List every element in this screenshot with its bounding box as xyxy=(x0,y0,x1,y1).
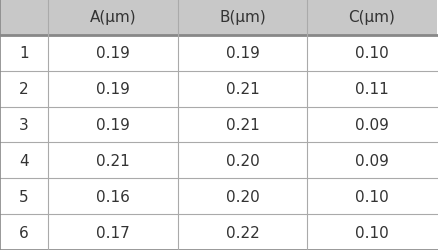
Text: 0.19: 0.19 xyxy=(225,46,259,61)
Bar xyxy=(0,214,48,250)
Text: 0.21: 0.21 xyxy=(225,118,259,132)
Bar xyxy=(177,36,307,72)
Text: 2: 2 xyxy=(19,82,29,97)
Text: 1: 1 xyxy=(19,46,29,61)
Bar xyxy=(177,214,307,250)
Bar xyxy=(48,107,177,143)
Bar xyxy=(0,72,48,107)
Text: 0.10: 0.10 xyxy=(354,46,388,61)
Text: 0.10: 0.10 xyxy=(354,225,388,240)
Bar xyxy=(177,178,307,214)
Text: 5: 5 xyxy=(19,189,29,204)
Text: 0.11: 0.11 xyxy=(354,82,388,97)
Text: 0.10: 0.10 xyxy=(354,189,388,204)
Text: 0.19: 0.19 xyxy=(96,46,130,61)
Bar xyxy=(48,72,177,107)
Bar xyxy=(307,214,436,250)
Text: 0.22: 0.22 xyxy=(225,225,259,240)
Text: 0.21: 0.21 xyxy=(225,82,259,97)
Text: C(μm): C(μm) xyxy=(348,10,395,25)
Bar xyxy=(48,143,177,178)
Bar xyxy=(177,107,307,143)
Bar xyxy=(307,143,436,178)
Bar xyxy=(177,72,307,107)
Bar xyxy=(307,107,436,143)
Bar xyxy=(0,36,48,72)
Text: 0.16: 0.16 xyxy=(96,189,130,204)
Text: 0.19: 0.19 xyxy=(96,82,130,97)
Text: 0.17: 0.17 xyxy=(96,225,130,240)
Text: B(μm): B(μm) xyxy=(219,10,265,25)
Bar xyxy=(48,0,177,36)
Bar xyxy=(307,0,436,36)
Bar xyxy=(48,178,177,214)
Bar xyxy=(0,143,48,178)
Text: 0.09: 0.09 xyxy=(354,153,388,168)
Text: 0.21: 0.21 xyxy=(96,153,130,168)
Text: 0.09: 0.09 xyxy=(354,118,388,132)
Text: 4: 4 xyxy=(19,153,29,168)
Bar xyxy=(307,72,436,107)
Bar xyxy=(48,214,177,250)
Text: 3: 3 xyxy=(19,118,29,132)
Bar xyxy=(0,107,48,143)
Text: 0.20: 0.20 xyxy=(225,153,259,168)
Text: 0.20: 0.20 xyxy=(225,189,259,204)
Bar xyxy=(0,0,48,36)
Bar xyxy=(307,178,436,214)
Text: 6: 6 xyxy=(19,225,29,240)
Text: A(μm): A(μm) xyxy=(89,10,136,25)
Bar xyxy=(48,36,177,72)
Bar xyxy=(177,143,307,178)
Bar xyxy=(307,36,436,72)
Text: 0.19: 0.19 xyxy=(96,118,130,132)
Bar xyxy=(0,178,48,214)
Bar xyxy=(177,0,307,36)
